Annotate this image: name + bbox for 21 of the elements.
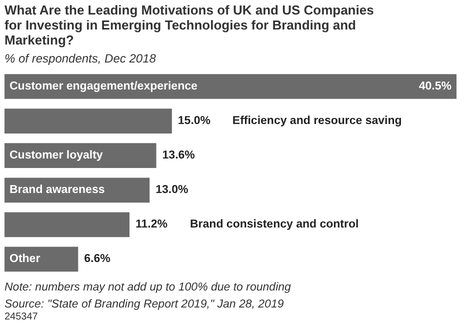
text: 245347 bbox=[4, 312, 38, 322]
data-label: 6.6% bbox=[84, 253, 110, 266]
data-label: 15.0% bbox=[178, 115, 211, 128]
data-label: 11.2% bbox=[136, 218, 168, 231]
bar bbox=[4, 108, 172, 134]
bar bbox=[4, 246, 78, 272]
data-label: 13.6% bbox=[162, 150, 195, 162]
y-tick-label: Brand consistency and control bbox=[190, 218, 359, 231]
bar bbox=[4, 74, 456, 99]
y-tick-label: Brand awareness bbox=[10, 184, 105, 196]
y-tick-label: Customer engagement/experience bbox=[10, 80, 198, 92]
chart-title: What Are the Leading Motivations of UK and US Companies for Investing in Emerging Technologies for Branding and Marketing? bbox=[4, 2, 374, 48]
source-note: Source: "State of Branding Report 2019," Jan 28, 2019 bbox=[4, 298, 284, 310]
data-label: 40.5% bbox=[418, 80, 452, 92]
data-label: 13.0% bbox=[156, 184, 188, 196]
y-tick-label: Other bbox=[10, 253, 41, 266]
chart-subtitle: % of respondents, Dec 2018 bbox=[4, 52, 156, 66]
y-tick-label: Customer loyalty bbox=[10, 150, 104, 162]
y-tick-label: Efficiency and resource saving bbox=[232, 115, 402, 128]
text: Note: numbers may not add up to 100% due to rounding bbox=[4, 282, 292, 294]
bar bbox=[4, 212, 130, 238]
